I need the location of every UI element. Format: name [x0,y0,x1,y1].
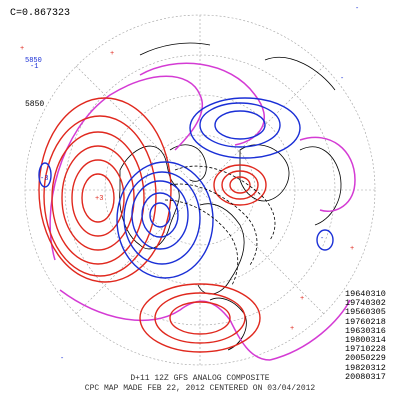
neg-contour-label: -3 [40,175,48,183]
positive-contours [38,97,267,353]
analog-date: 20080317 [345,371,386,382]
negative-contours [38,97,334,279]
high-label-2: 5850 [25,57,42,65]
analog-date: 19740302 [345,298,386,309]
svg-text:-: - [60,355,64,363]
analog-date: 19820312 [345,362,386,373]
lat-lon-grid [24,14,376,366]
zero-contours [49,62,356,361]
svg-text:-: - [320,235,324,243]
high-label-1: 5850 [25,100,44,109]
station-markers: -1 + - - + - + + - + [20,5,359,363]
coastlines [119,42,342,351]
analog-date: 19710228 [345,344,386,355]
analog-date: 19800314 [345,335,386,346]
svg-text:+: + [300,295,304,303]
analog-date: 19640310 [345,289,386,299]
pos-contour-label: +3 [95,195,103,203]
analog-date: 20050229 [345,353,386,364]
svg-text:+: + [20,45,24,53]
svg-text:+: + [110,50,114,58]
svg-text:-: - [355,5,359,13]
footer-line-1: D+11 12Z GFS ANALOG COMPOSITE [130,374,270,383]
analog-date: 19560305 [345,307,386,318]
analog-date: 19760218 [345,316,386,327]
svg-text:-1: -1 [30,63,38,71]
svg-text:+: + [290,325,294,333]
coefficient-label: C=0.867323 [10,8,71,19]
svg-text:+: + [350,245,354,253]
analog-dates-list: 19640310 19740302 19560305 19760218 1963… [345,289,386,382]
height-contours [164,165,276,286]
footer-line-2: CPC MAP MADE FEB 22, 2012 CENTERED ON 03… [84,384,316,393]
analog-date: 19630316 [345,325,386,336]
svg-text:-: - [340,75,344,83]
